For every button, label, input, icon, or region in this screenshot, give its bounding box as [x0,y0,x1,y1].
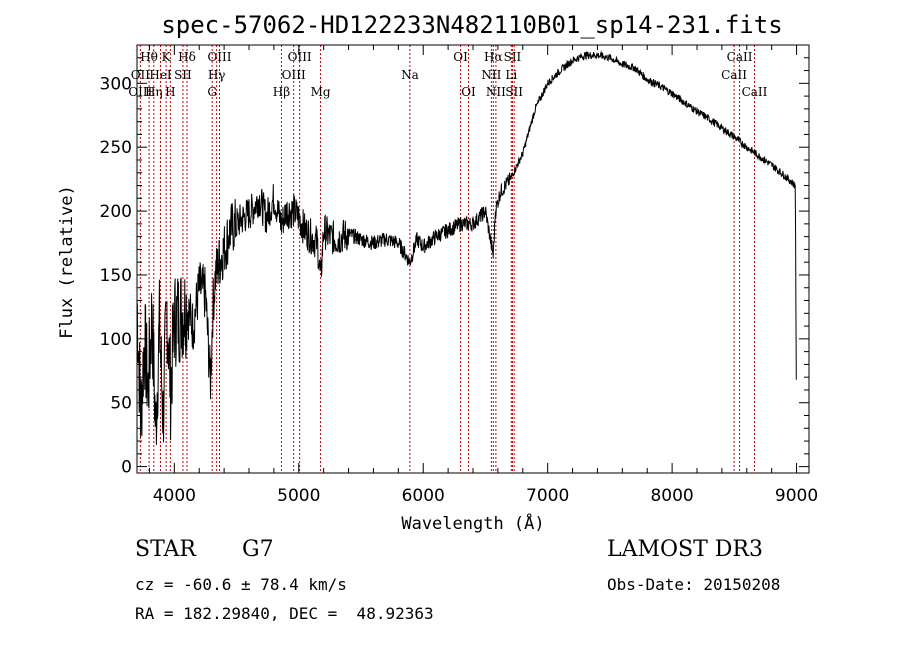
line-label: SII [504,50,522,64]
subclass: G7 [242,537,274,562]
line-label: Na [401,68,419,82]
axis-ticks: 4000 5000 6000 7000 8000 9000 0 50 100 150 200 250 3… [100,45,818,506]
line-label: OIII [288,50,312,64]
y-tick-label: 150 [100,266,132,286]
y-tick-label: 100 [100,330,132,350]
x-tick-label: 7000 [526,486,569,506]
line-label: Hη [145,85,163,99]
y-tick-label: 200 [100,202,132,222]
x-tick-label: 8000 [650,486,693,506]
x-tick-label: 4000 [153,486,196,506]
line-label: OIII [282,68,306,82]
x-tick-label: 5000 [277,486,320,506]
x-tick-label: 6000 [402,486,445,506]
plot-frame [136,44,810,474]
x-tick-label: 9000 [775,486,818,506]
line-label: Hδ [178,50,196,64]
obs-date: Obs-Date: 20150208 [607,575,781,594]
x-axis-label: Wavelength (Å) [401,512,544,534]
line-label: Hβ [273,85,290,99]
line-label: CaII [721,68,747,82]
object-type: STAR [135,537,196,562]
line-label: HeI [149,68,172,82]
line-label: G [207,85,217,99]
line-label: K [162,50,172,64]
line-label: SII [174,68,192,82]
y-tick-label: 250 [100,138,132,158]
line-label: Hα [484,50,503,64]
line-label: NII [486,85,506,99]
line-label: Hγ [208,68,226,82]
chart-title: spec-57062-HD122233N482110B01_sp14-231.f… [161,11,782,39]
line-label: CaII [742,85,768,99]
line-label: CaII [727,50,753,64]
spectral-line-markers [139,45,755,473]
y-tick-label: 50 [110,394,132,414]
line-label: Mg [311,85,331,99]
line-label: NII [481,68,501,82]
y-tick-label: 300 [100,74,132,94]
spectrum-series [136,50,797,446]
redshift-velocity: cz = -60.6 ± 78.4 km/s [135,575,347,594]
y-tick-label: 0 [121,458,132,478]
line-label: OI [461,85,476,99]
line-label: SII [505,85,523,99]
line-label: OIII [207,50,231,64]
coordinates: RA = 182.29840, DEC = 48.92363 [135,604,434,623]
line-label: Hθ [140,50,158,64]
line-label: OI [453,50,468,64]
survey-name: LAMOST DR3 [607,537,763,562]
line-label: Li [505,68,517,82]
y-axis-label: Flux (relative) [57,185,77,339]
line-label: OIII [128,85,152,99]
line-label: H [165,85,175,99]
spectrum-line [136,50,797,446]
line-label: OII [131,68,151,82]
